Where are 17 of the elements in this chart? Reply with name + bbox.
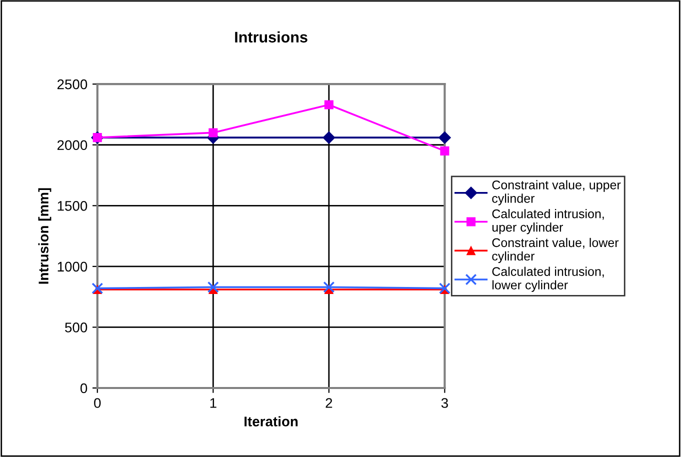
y-tick-label: 500: [65, 322, 88, 332]
x-tick-label: 1: [210, 398, 216, 408]
legend-label: Calculated intrusion, uper cylinder: [492, 209, 604, 234]
y-axis-title: Intrusion [mm]: [38, 188, 52, 284]
y-tick-label: 1500: [58, 200, 88, 211]
x-tick-label: 0: [94, 398, 101, 408]
y-tick-label: 1000: [58, 262, 88, 272]
y-tick-label: 0: [80, 383, 88, 394]
y-tick-label: 2500: [57, 79, 88, 90]
x-tick-label: 2: [326, 398, 332, 408]
x-axis-title: Iteration: [244, 416, 298, 426]
legend-label: Constraint value, lower cylinder: [492, 238, 619, 264]
legend-label: Constraint value, upper cylinder: [492, 180, 621, 206]
x-tick-label: 3: [441, 398, 448, 408]
y-tick-label: 2000: [57, 140, 88, 150]
chart-title: Intrusions: [235, 31, 308, 43]
legend-label: Calculated intrusion, lower cylinder: [492, 266, 604, 292]
